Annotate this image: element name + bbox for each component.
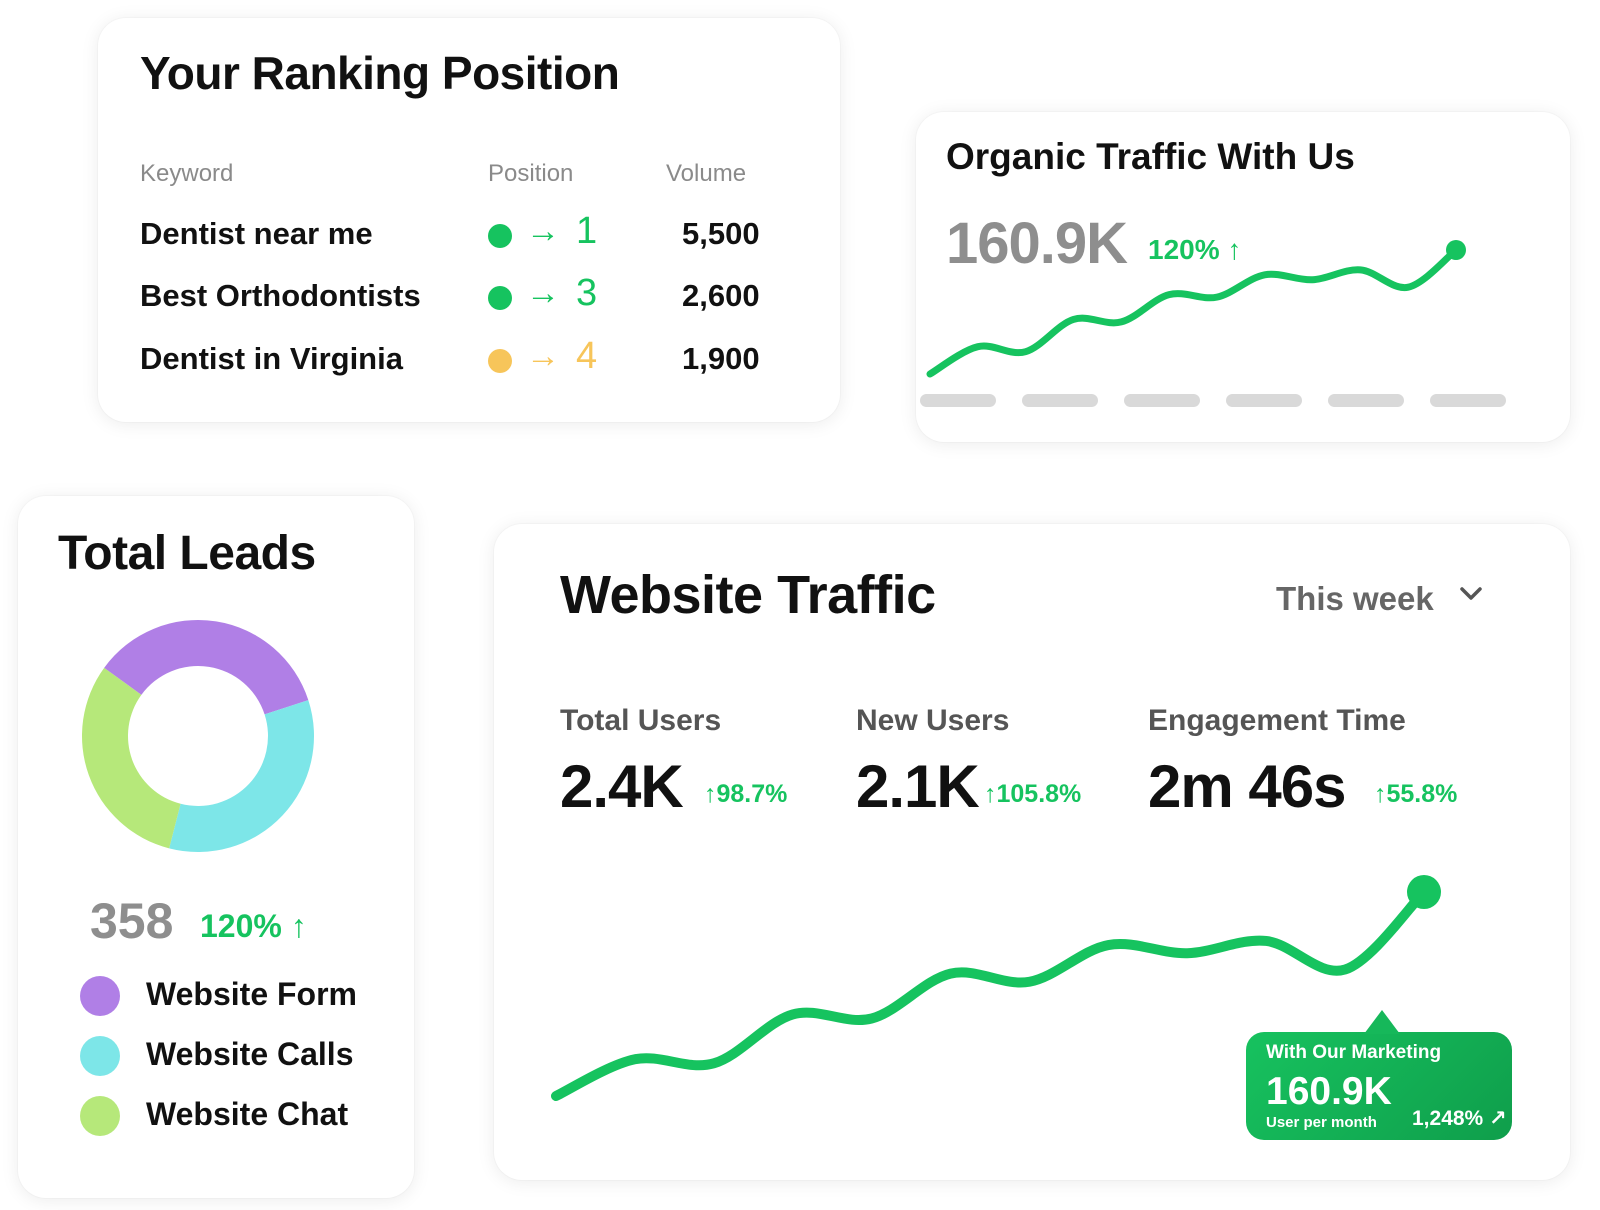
donut-slice-website-form xyxy=(104,620,309,715)
organic-line-chart xyxy=(920,240,1506,407)
series-end-point xyxy=(1407,875,1441,909)
legend-label: Website Chat xyxy=(146,1096,349,1132)
keyword-label: Dentist in Virginia xyxy=(140,341,403,376)
ranking-row: Dentist near me → 1 5,500 xyxy=(98,210,840,266)
keyword-label: Best Orthodontists xyxy=(140,278,421,313)
legend-label: Website Calls xyxy=(146,1036,354,1072)
axis-placeholder-bar xyxy=(920,394,996,407)
volume-header: Volume xyxy=(666,160,747,187)
traffic-title: Website Traffic xyxy=(560,565,936,625)
position-value: 3 xyxy=(576,272,598,314)
organic-title: Organic Traffic With Us xyxy=(946,136,1355,177)
tooltip-caption: User per month xyxy=(1266,1114,1377,1131)
traffic-line-chart xyxy=(551,875,1441,1101)
volume-value: 1,900 xyxy=(682,341,760,376)
legend-dot-icon xyxy=(80,1096,120,1136)
position-value: 4 xyxy=(576,335,598,377)
metric-label: Total Users xyxy=(560,704,722,737)
metric-value: 2.4K xyxy=(560,753,684,820)
arrow-right-icon: → xyxy=(526,337,560,375)
traffic-series-line xyxy=(926,246,1460,378)
keyword-label: Dentist near me xyxy=(140,216,373,251)
tooltip-caret xyxy=(1364,1010,1400,1034)
metric-value: 2m 46s xyxy=(1148,753,1346,820)
series-end-point xyxy=(1446,240,1466,260)
axis-placeholder-bar xyxy=(1226,394,1302,407)
total-leads-card: Total Leads 358 120% ↑ Website Form Webs… xyxy=(18,496,414,1198)
leads-title: Total Leads xyxy=(58,527,316,580)
legend-label: Website Form xyxy=(146,976,357,1012)
legend-dot-icon xyxy=(80,1036,120,1076)
organic-traffic-card: Organic Traffic With Us 160.9K 120% ↑ xyxy=(916,112,1570,442)
metric-delta: ↑55.8% xyxy=(1374,780,1458,808)
leads-change: 120% ↑ xyxy=(200,908,307,944)
arrow-right-icon: → xyxy=(526,274,560,312)
website-traffic-card: Website Traffic This week Total Users 2.… xyxy=(494,524,1570,1180)
position-header: Position xyxy=(488,160,574,187)
period-select[interactable]: This week xyxy=(1276,580,1434,617)
donut-slice-website-chat xyxy=(81,667,181,849)
metric-value: 2.1K xyxy=(856,753,980,820)
ranking-title: Your Ranking Position xyxy=(140,47,620,99)
leads-total: 358 xyxy=(90,893,174,949)
keyword-header: Keyword xyxy=(140,160,234,187)
metric-delta: ↑105.8% xyxy=(984,780,1082,808)
marketing-tooltip: With Our Marketing 160.9K User per month… xyxy=(1246,1010,1512,1140)
traffic-series-line xyxy=(551,887,1429,1101)
status-dot-icon xyxy=(488,286,512,310)
ranking-row: Best Orthodontists → 3 2,600 xyxy=(98,272,840,328)
leads-donut-chart xyxy=(81,620,314,852)
position-value: 1 xyxy=(576,210,598,252)
metric-label: New Users xyxy=(856,704,1010,737)
donut-slice-website-calls xyxy=(169,700,314,852)
metric-delta: ↑98.7% xyxy=(704,780,788,808)
axis-placeholder-bar xyxy=(1430,394,1506,407)
status-dot-icon xyxy=(488,349,512,373)
legend-dot-icon xyxy=(80,976,120,1016)
tooltip-growth: 1,248% ↗ xyxy=(1412,1107,1507,1130)
chevron-down-icon[interactable] xyxy=(1456,578,1486,608)
organic-value: 160.9K xyxy=(946,211,1128,276)
status-dot-icon xyxy=(488,224,512,248)
tooltip-heading: With Our Marketing xyxy=(1266,1042,1442,1063)
axis-placeholder-bar xyxy=(1124,394,1200,407)
arrow-right-icon: → xyxy=(526,212,560,250)
ranking-position-card: Your Ranking Position Keyword Position V… xyxy=(98,18,840,422)
volume-value: 2,600 xyxy=(682,278,760,313)
ranking-row: Dentist in Virginia → 4 1,900 xyxy=(98,335,840,391)
organic-change: 120% ↑ xyxy=(1148,234,1242,265)
metric-label: Engagement Time xyxy=(1148,704,1406,737)
tooltip-value: 160.9K xyxy=(1266,1070,1392,1113)
volume-value: 5,500 xyxy=(682,216,760,251)
axis-placeholder-bar xyxy=(1328,394,1404,407)
axis-placeholder-bar xyxy=(1022,394,1098,407)
